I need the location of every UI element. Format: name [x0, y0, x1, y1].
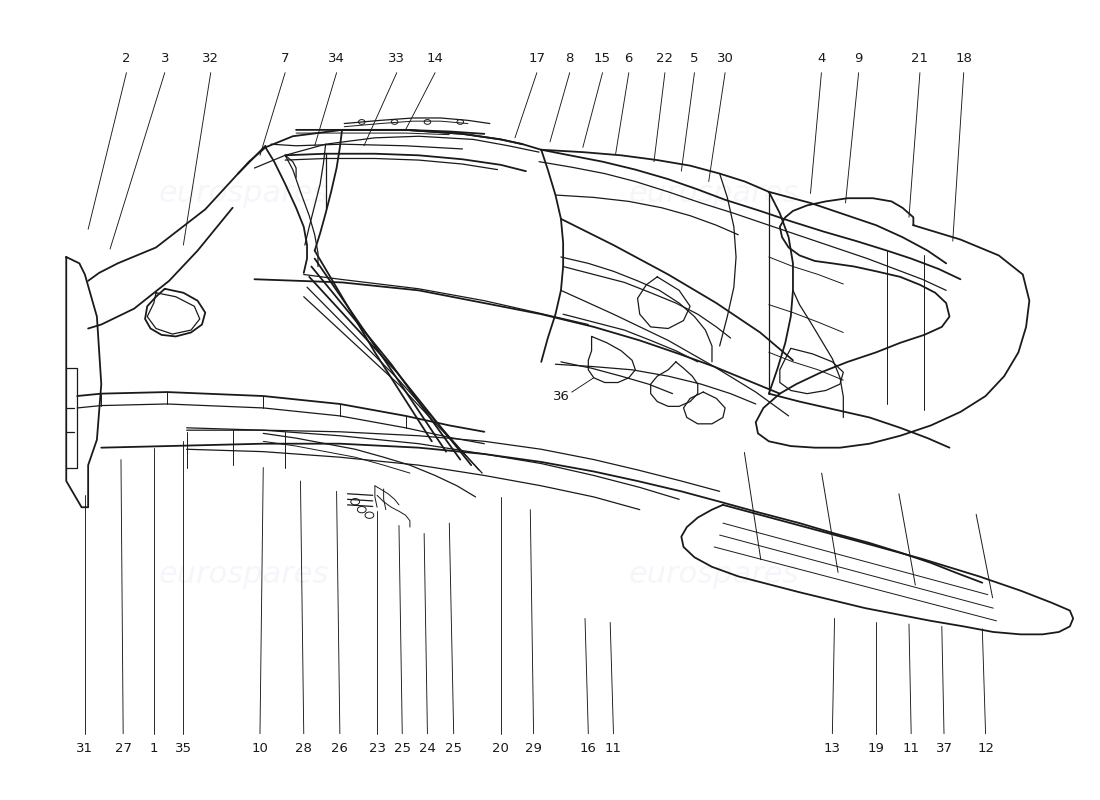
Text: 3: 3	[161, 52, 169, 65]
Text: 8: 8	[565, 52, 574, 65]
Text: 2: 2	[122, 52, 131, 65]
Text: 5: 5	[690, 52, 698, 65]
Text: 27: 27	[114, 742, 132, 754]
Text: 6: 6	[625, 52, 632, 65]
Text: 12: 12	[977, 742, 994, 754]
Text: 13: 13	[824, 742, 840, 754]
Text: 15: 15	[594, 52, 610, 65]
Text: 33: 33	[388, 52, 405, 65]
Text: 23: 23	[368, 742, 386, 754]
Text: 4: 4	[817, 52, 826, 65]
Text: 19: 19	[868, 742, 884, 754]
Text: 14: 14	[427, 52, 443, 65]
Text: 37: 37	[935, 742, 953, 754]
Text: 29: 29	[525, 742, 542, 754]
Text: 17: 17	[528, 52, 546, 65]
Text: 10: 10	[252, 742, 268, 754]
Text: 34: 34	[328, 52, 345, 65]
Text: 11: 11	[903, 742, 920, 754]
Text: 25: 25	[446, 742, 462, 754]
Text: 26: 26	[331, 742, 349, 754]
Text: 32: 32	[202, 52, 219, 65]
Text: 30: 30	[717, 52, 734, 65]
Text: 16: 16	[580, 742, 596, 754]
Text: 18: 18	[955, 52, 972, 65]
Text: 11: 11	[605, 742, 621, 754]
Text: 31: 31	[76, 742, 94, 754]
Text: 25: 25	[394, 742, 410, 754]
Text: 22: 22	[657, 52, 673, 65]
Text: 35: 35	[175, 742, 191, 754]
Text: eurospares: eurospares	[158, 560, 329, 590]
Text: 28: 28	[295, 742, 312, 754]
Text: 36: 36	[552, 390, 570, 402]
Text: eurospares: eurospares	[158, 179, 329, 208]
Text: 1: 1	[150, 742, 158, 754]
Text: 24: 24	[419, 742, 436, 754]
Text: eurospares: eurospares	[629, 560, 800, 590]
Text: 21: 21	[912, 52, 928, 65]
Text: eurospares: eurospares	[629, 179, 800, 208]
Text: 7: 7	[280, 52, 289, 65]
Text: 9: 9	[855, 52, 862, 65]
Text: 20: 20	[493, 742, 509, 754]
